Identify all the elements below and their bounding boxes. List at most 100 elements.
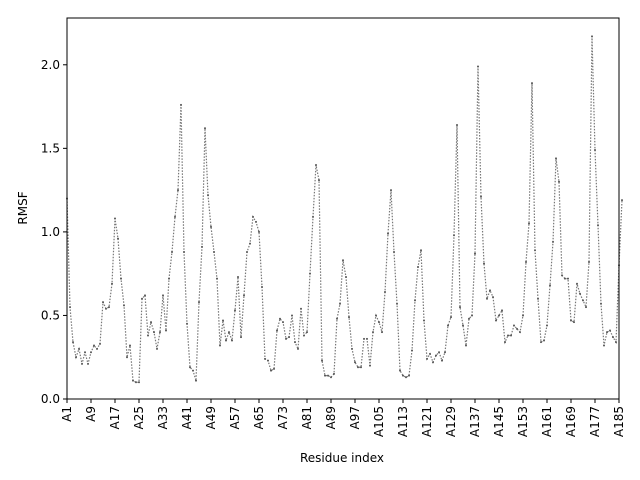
- data-point: [345, 276, 347, 279]
- data-point: [246, 250, 248, 253]
- data-point: [585, 306, 587, 309]
- plot-frame: [66, 17, 620, 400]
- data-point: [201, 245, 203, 248]
- y-tick-label: 0.0: [41, 392, 60, 406]
- data-point: [267, 359, 269, 362]
- x-tick-label: A81: [300, 406, 314, 429]
- data-point: [330, 376, 332, 379]
- data-point: [150, 321, 152, 324]
- data-point: [222, 319, 224, 322]
- x-tick-label: A153: [516, 406, 530, 437]
- data-point: [540, 341, 542, 344]
- x-tick-label: A177: [588, 406, 602, 437]
- data-point: [489, 289, 491, 292]
- rmsf-points: [66, 35, 623, 384]
- data-point: [405, 376, 407, 379]
- data-point: [165, 329, 167, 332]
- data-point: [108, 306, 110, 309]
- data-point: [294, 341, 296, 344]
- y-tick-label: 0.5: [41, 308, 60, 322]
- data-point: [561, 274, 563, 277]
- data-point: [495, 319, 497, 322]
- data-point: [177, 189, 179, 192]
- data-point: [534, 249, 536, 252]
- data-point: [168, 277, 170, 280]
- data-point: [465, 344, 467, 347]
- data-point: [621, 199, 623, 202]
- data-point: [75, 356, 77, 359]
- data-point: [537, 297, 539, 300]
- x-tick-label: A129: [444, 406, 458, 437]
- x-tick-label: A137: [468, 406, 482, 437]
- data-point: [213, 250, 215, 253]
- y-tick-label: 1.5: [41, 141, 60, 155]
- data-point: [516, 327, 518, 330]
- data-point: [180, 103, 182, 106]
- data-point: [567, 277, 569, 280]
- x-tick-label: A41: [180, 406, 194, 429]
- data-point: [117, 237, 119, 240]
- data-point: [132, 379, 134, 382]
- data-point: [393, 250, 395, 253]
- data-point: [579, 292, 581, 295]
- data-point: [72, 341, 74, 344]
- data-point: [120, 277, 122, 280]
- data-point: [240, 336, 242, 339]
- x-tick-label: A169: [564, 406, 578, 437]
- data-point: [309, 272, 311, 275]
- data-point: [468, 317, 470, 320]
- data-point: [477, 65, 479, 68]
- y-axis-label: RMSF: [16, 191, 30, 224]
- x-tick-label: A49: [204, 406, 218, 429]
- x-tick-label: A57: [228, 406, 242, 429]
- data-point: [375, 314, 377, 317]
- data-point: [237, 276, 239, 279]
- data-point: [558, 180, 560, 183]
- data-point: [138, 381, 140, 384]
- data-point: [324, 374, 326, 377]
- data-point: [78, 347, 80, 350]
- data-point: [129, 344, 131, 347]
- data-point: [573, 321, 575, 324]
- data-point: [555, 157, 557, 160]
- data-point: [285, 337, 287, 340]
- data-point: [594, 149, 596, 152]
- x-tick-label: A1: [60, 406, 74, 422]
- data-point: [249, 242, 251, 245]
- data-point: [96, 347, 98, 350]
- data-point: [228, 331, 230, 334]
- data-point: [456, 123, 458, 126]
- data-point: [273, 367, 275, 370]
- data-point: [123, 304, 125, 307]
- data-point: [216, 277, 218, 280]
- data-point: [171, 250, 173, 253]
- data-point: [381, 331, 383, 334]
- data-point: [582, 299, 584, 302]
- data-point: [321, 359, 323, 362]
- data-point: [513, 324, 515, 327]
- rmsf-series-line: [66, 36, 623, 383]
- data-point: [156, 347, 158, 350]
- data-point: [441, 359, 443, 362]
- data-point: [84, 351, 86, 354]
- x-tick-label: A65: [252, 406, 266, 429]
- data-point: [438, 351, 440, 354]
- data-point: [549, 284, 551, 287]
- data-point: [387, 232, 389, 235]
- x-tick-label: A25: [132, 406, 146, 429]
- data-point: [414, 299, 416, 302]
- data-point: [243, 294, 245, 297]
- y-tick-label: 1.0: [41, 225, 60, 239]
- data-point: [435, 354, 437, 357]
- data-point: [492, 296, 494, 299]
- data-point: [402, 374, 404, 377]
- data-point: [576, 282, 578, 285]
- data-point: [234, 309, 236, 312]
- data-point: [606, 331, 608, 334]
- y-axis: 0.0 0.5 1.0 1.5 2.0: [41, 58, 67, 406]
- data-point: [270, 369, 272, 372]
- data-point: [174, 215, 176, 218]
- data-point: [447, 324, 449, 327]
- x-tick-label: A145: [492, 406, 506, 437]
- x-tick-label: A33: [156, 406, 170, 429]
